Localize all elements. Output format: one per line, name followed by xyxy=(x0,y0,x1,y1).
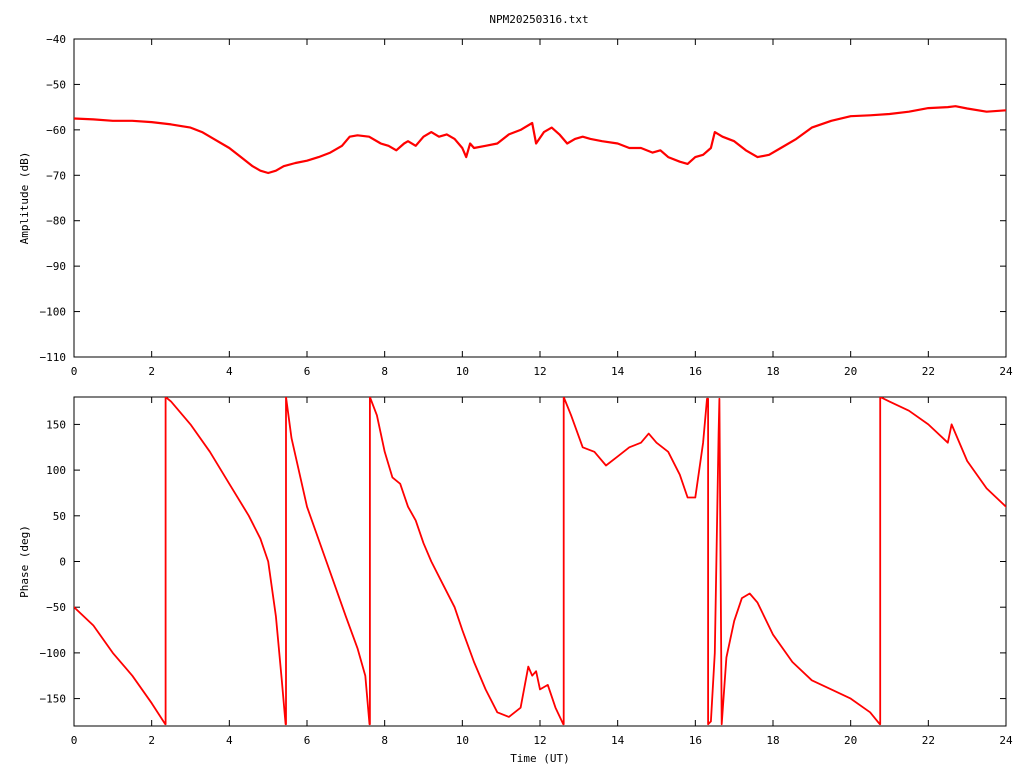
phase-ytick-label: 100 xyxy=(46,464,66,477)
amplitude-xtick-label: 12 xyxy=(533,365,546,378)
phase-xtick-label: 2 xyxy=(148,734,155,747)
amplitude-xtick-label: 2 xyxy=(148,365,155,378)
amplitude-ytick-label: −60 xyxy=(46,124,66,137)
phase-ytick-label: −50 xyxy=(46,601,66,614)
phase-xtick-label: 0 xyxy=(71,734,78,747)
chart-title: NPM20250316.txt xyxy=(489,13,588,26)
amplitude-ytick-label: −110 xyxy=(40,351,67,364)
phase-xtick-label: 16 xyxy=(689,734,702,747)
phase-xtick-label: 20 xyxy=(844,734,857,747)
phase-ytick-label: −150 xyxy=(40,693,67,706)
amplitude-xtick-label: 22 xyxy=(922,365,935,378)
amplitude-xtick-label: 24 xyxy=(999,365,1013,378)
amplitude-ytick-label: −100 xyxy=(40,306,67,319)
amplitude-xtick-label: 10 xyxy=(456,365,469,378)
phase-ylabel: Phase (deg) xyxy=(18,525,31,598)
amplitude-xtick-label: 14 xyxy=(611,365,625,378)
phase-xtick-label: 18 xyxy=(766,734,779,747)
amplitude-xtick-label: 16 xyxy=(689,365,702,378)
phase-xtick-label: 4 xyxy=(226,734,233,747)
amplitude-xtick-label: 20 xyxy=(844,365,857,378)
phase-panel: 0 2 4 6 8 10 12 14 16 18 20 22 24−150−100−5005010015… xyxy=(18,396,1013,765)
phase-xtick-label: 22 xyxy=(922,734,935,747)
amplitude-ytick-label: −50 xyxy=(46,78,66,91)
phase-ytick-label: 50 xyxy=(53,510,66,523)
phase-xtick-label: 12 xyxy=(533,734,546,747)
phase-ytick-label: 150 xyxy=(46,418,66,431)
amplitude-series-line xyxy=(74,105,1006,175)
amplitude-xtick-label: 18 xyxy=(766,365,779,378)
phase-ytick-label: −100 xyxy=(40,647,67,660)
amplitude-xtick-label: 6 xyxy=(304,365,311,378)
phase-xtick-label: 8 xyxy=(381,734,388,747)
amplitude-ytick-label: −40 xyxy=(46,33,66,46)
phase-xtick-label: 6 xyxy=(304,734,311,747)
phase-xtick-label: 24 xyxy=(999,734,1013,747)
amplitude-xtick-label: 0 xyxy=(71,365,78,378)
amplitude-panel: 0 2 4 6 8 10 12 14 16 18 20 22 24−110−100−90−80−70−6… xyxy=(18,33,1013,378)
amplitude-ytick-label: −80 xyxy=(46,215,66,228)
phase-series-line xyxy=(74,397,1006,726)
phase-ytick-label: 0 xyxy=(59,556,66,569)
amplitude-xtick-label: 4 xyxy=(226,365,233,378)
amplitude-xtick-label: 8 xyxy=(381,365,388,378)
phase-xtick-label: 10 xyxy=(456,734,469,747)
amplitude-ylabel: Amplitude (dB) xyxy=(18,152,31,245)
phase-xtick-label: 14 xyxy=(611,734,625,747)
amplitude-ytick-label: −70 xyxy=(46,169,66,182)
amplitude-ytick-label: −90 xyxy=(46,260,66,273)
phase-xlabel: Time (UT) xyxy=(510,752,570,765)
